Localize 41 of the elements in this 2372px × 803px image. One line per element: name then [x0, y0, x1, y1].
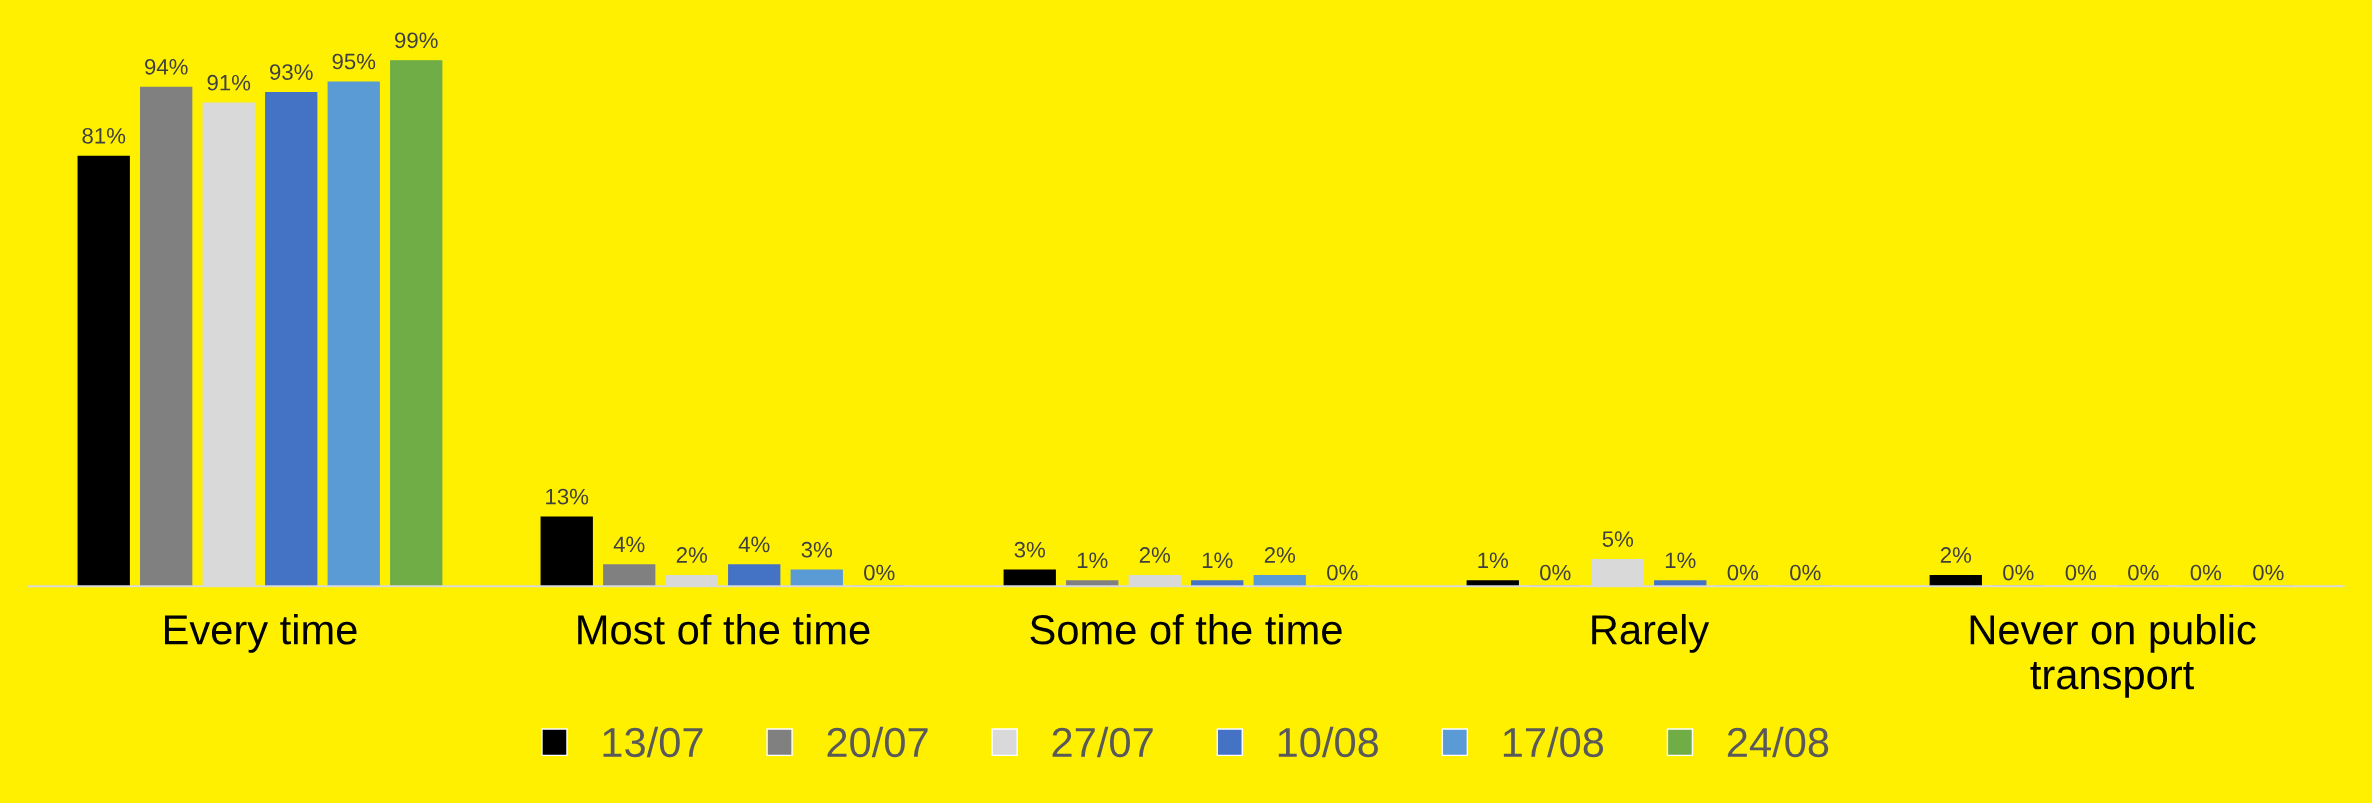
x-tick-label: Every time: [164, 613, 357, 653]
data-label: 91%: [207, 74, 251, 91]
legend-label: 20/07: [827, 726, 928, 758]
legend-label: 13/07: [603, 726, 703, 758]
data-label: 0%: [2065, 564, 2097, 581]
data-label: 94%: [145, 58, 188, 75]
data-label: 2%: [1139, 547, 1171, 563]
legend-label: 17/08: [1503, 726, 1604, 758]
data-label: 1%: [1202, 552, 1233, 569]
data-label: 2%: [1264, 547, 1296, 563]
data-label: 99%: [395, 32, 438, 49]
x-tick-label: Never on public transport: [1970, 613, 2256, 698]
x-tick-label: Rarely: [1592, 613, 1710, 653]
legend-label: 27/07: [1052, 726, 1153, 758]
data-label: 0%: [864, 564, 895, 581]
data-label: 13%: [546, 488, 589, 505]
data-label: 93%: [270, 64, 313, 80]
data-label: 2%: [1940, 547, 1972, 563]
data-label: 0%: [2190, 564, 2222, 581]
data-label: 2%: [676, 547, 707, 563]
data-label: 3%: [1014, 541, 1045, 558]
data-label: 4%: [613, 536, 645, 553]
data-label: 0%: [2003, 564, 2034, 581]
data-label: 1%: [1077, 552, 1108, 569]
x-tick-label: Some of the time: [1030, 613, 1342, 645]
data-label: 1%: [1665, 552, 1696, 569]
data-label: 0%: [1790, 564, 1821, 581]
data-label: 0%: [2253, 564, 2284, 581]
data-label: 0%: [1727, 564, 1759, 581]
data-label: 95%: [332, 53, 376, 70]
legend-label: 24/08: [1727, 726, 1829, 758]
data-label: 4%: [738, 536, 770, 553]
data-label: 0%: [1540, 564, 1571, 581]
x-tick-label: Most of the time: [578, 613, 870, 645]
legend-label: 10/08: [1278, 726, 1379, 758]
data-label: 3%: [801, 541, 833, 558]
data-label: 5%: [1602, 531, 1634, 547]
data-label: 0%: [2128, 564, 2159, 581]
data-label: 1%: [1478, 552, 1509, 569]
data-label: 0%: [1327, 564, 1358, 581]
data-label: 81%: [82, 127, 126, 144]
